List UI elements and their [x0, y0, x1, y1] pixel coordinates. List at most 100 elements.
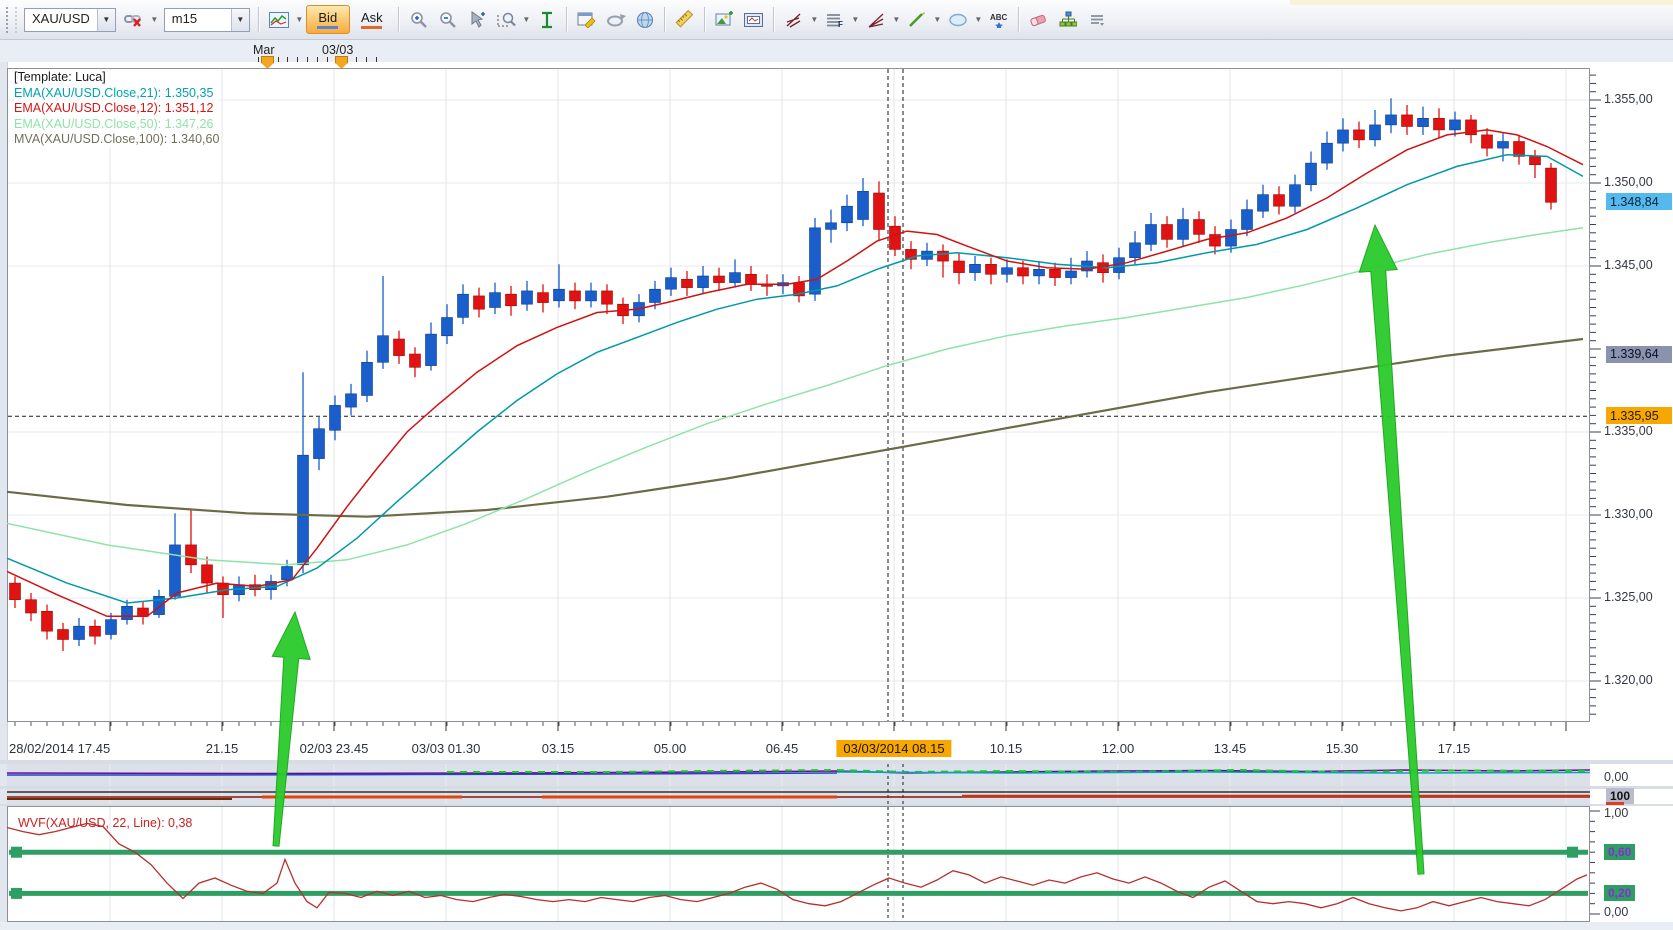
chevron-down-icon[interactable]: ▼ [96, 8, 115, 31]
toolbar-separator [397, 7, 400, 32]
unlink-icon [124, 15, 142, 27]
ma-line-EMA12 [7, 129, 1584, 618]
zoom-select-button[interactable] [463, 6, 491, 33]
chevron-down-icon[interactable]: ▼ [522, 15, 531, 24]
properties-button[interactable] [573, 6, 601, 33]
level-handle[interactable] [1567, 846, 1578, 858]
time-axis-label: 28/02/2014 17.45 [9, 741, 111, 756]
chevron-down-icon[interactable]: ▼ [933, 15, 942, 24]
indicator-panel-overlay-a[interactable] [7, 764, 1590, 786]
unlink-button[interactable] [120, 6, 148, 33]
zoom-in-button[interactable] [405, 6, 433, 33]
pitchfork-icon [786, 12, 801, 28]
ruler-tick [297, 57, 299, 62]
chevron-down-icon[interactable]: ▼ [810, 15, 819, 24]
add-image-button[interactable] [711, 6, 739, 33]
wvf-panel-axis[interactable] [1590, 806, 1608, 922]
wvf-axis-label: 1,00 [1604, 806, 1629, 820]
chart-type-button[interactable] [265, 6, 293, 33]
toolbar: XAU/USD ▼ ▼ m15 ▼ ▼ Bid [0, 0, 1673, 40]
refresh-eye-icon [606, 13, 626, 26]
panel-separator[interactable] [0, 760, 1673, 764]
ruler-tick [287, 57, 289, 62]
price-axis[interactable] [1590, 68, 1608, 722]
toolbar-separator [1017, 7, 1020, 32]
gridlines [8, 69, 1589, 721]
ruler-tick [316, 57, 318, 62]
chevron-down-icon[interactable]: ▼ [851, 15, 860, 24]
chevron-down-icon[interactable]: ▼ [974, 15, 983, 24]
wvf-indicator-panel[interactable] [7, 806, 1590, 922]
chart-type-icon [268, 11, 289, 28]
properties-icon [577, 12, 596, 28]
toolbar-separator [703, 7, 706, 32]
chevron-down-icon[interactable]: ▼ [230, 8, 249, 31]
indicator-panel-overlay-b[interactable] [7, 789, 1590, 804]
ruler-tick [277, 57, 279, 62]
globe-button[interactable] [631, 6, 659, 33]
chevron-down-icon[interactable]: ▼ [150, 15, 159, 24]
fit-vertical-button[interactable] [533, 6, 561, 33]
fit-vertical-icon [541, 11, 552, 28]
price-axis-label: 1.330,00 [1604, 507, 1653, 521]
bid-button[interactable]: Bid [305, 5, 350, 34]
time-axis-ruler[interactable] [7, 722, 1590, 738]
bid-underline [317, 26, 339, 29]
fibonacci-icon: F [827, 13, 843, 28]
month-marker-icon[interactable] [261, 56, 274, 69]
time-axis-label: 06.45 [765, 741, 799, 756]
zoom-in-icon [410, 11, 427, 28]
chevron-down-icon[interactable]: ▼ [892, 15, 901, 24]
main-chart[interactable] [7, 68, 1590, 722]
month-marker-icon[interactable] [335, 56, 348, 69]
ask-underline [361, 26, 383, 29]
ma-line-EMA50 [7, 227, 1584, 566]
time-axis-label: 03/03 01.30 [411, 741, 481, 756]
trendline-button[interactable] [903, 6, 931, 33]
refresh-eye-button[interactable] [602, 6, 630, 33]
zoom-area-button[interactable] [492, 6, 520, 33]
ma-line-MVA100 [7, 337, 1584, 518]
ruler-month-label: Mar [253, 43, 275, 57]
fan-button[interactable] [862, 6, 890, 33]
panels-button[interactable] [1083, 6, 1111, 33]
panel-separator[interactable] [0, 804, 1673, 806]
eraser-button[interactable] [1025, 6, 1053, 33]
indicators-button[interactable] [1054, 6, 1082, 33]
zoom-out-button[interactable] [434, 6, 462, 33]
zoom-area-icon [497, 12, 516, 26]
ruler-button[interactable] [671, 6, 699, 33]
panel-separator[interactable] [0, 786, 1673, 789]
time-axis-label: 05.00 [653, 741, 687, 756]
wvf-level-badge: 0,20 [1604, 885, 1636, 902]
trendline-icon [908, 11, 925, 27]
legend-line-2: EMA(XAU/USD.Close,50): 1.347,26 [14, 116, 214, 131]
text-button[interactable]: ABC [985, 6, 1013, 33]
fibonacci-button[interactable]: F [821, 6, 849, 33]
price-axis-label: 1.325,00 [1604, 590, 1653, 604]
price-axis-label: 1.335,00 [1604, 424, 1653, 438]
timeframe-combo[interactable]: m15 ▼ [163, 7, 250, 32]
ruler-icon [675, 10, 694, 28]
wvf-label: WVF(XAU/USD, 22, Line): 0,38 [18, 816, 193, 830]
price-axis-label: 1.345,00 [1604, 258, 1653, 272]
level-handle[interactable] [11, 887, 22, 899]
toolbar-separator [663, 7, 666, 32]
price-badge: 1.335,95 [1606, 407, 1672, 425]
time-axis-label: 12.00 [1101, 741, 1135, 756]
frame-icon [744, 12, 764, 27]
ruler-tick [365, 57, 367, 62]
frame-button[interactable] [740, 6, 768, 33]
time-axis-label: 02/03 23.45 [299, 741, 369, 756]
ask-button[interactable]: Ask [351, 6, 393, 33]
price-axis-label: 1.355,00 [1604, 92, 1653, 106]
legend-line-0: EMA(XAU/USD.Close,21): 1.350,35 [14, 85, 214, 100]
symbol-combo[interactable]: XAU/USD ▼ [24, 7, 116, 32]
pitchfork-button[interactable] [780, 6, 808, 33]
chevron-down-icon[interactable]: ▼ [295, 15, 304, 24]
level-handle[interactable] [11, 846, 22, 858]
ellipse-button[interactable] [944, 6, 972, 33]
time-axis-label: 03.15 [541, 741, 575, 756]
toolbar-grip[interactable] [6, 6, 17, 33]
price-badge: 1.339,64 [1606, 345, 1672, 363]
